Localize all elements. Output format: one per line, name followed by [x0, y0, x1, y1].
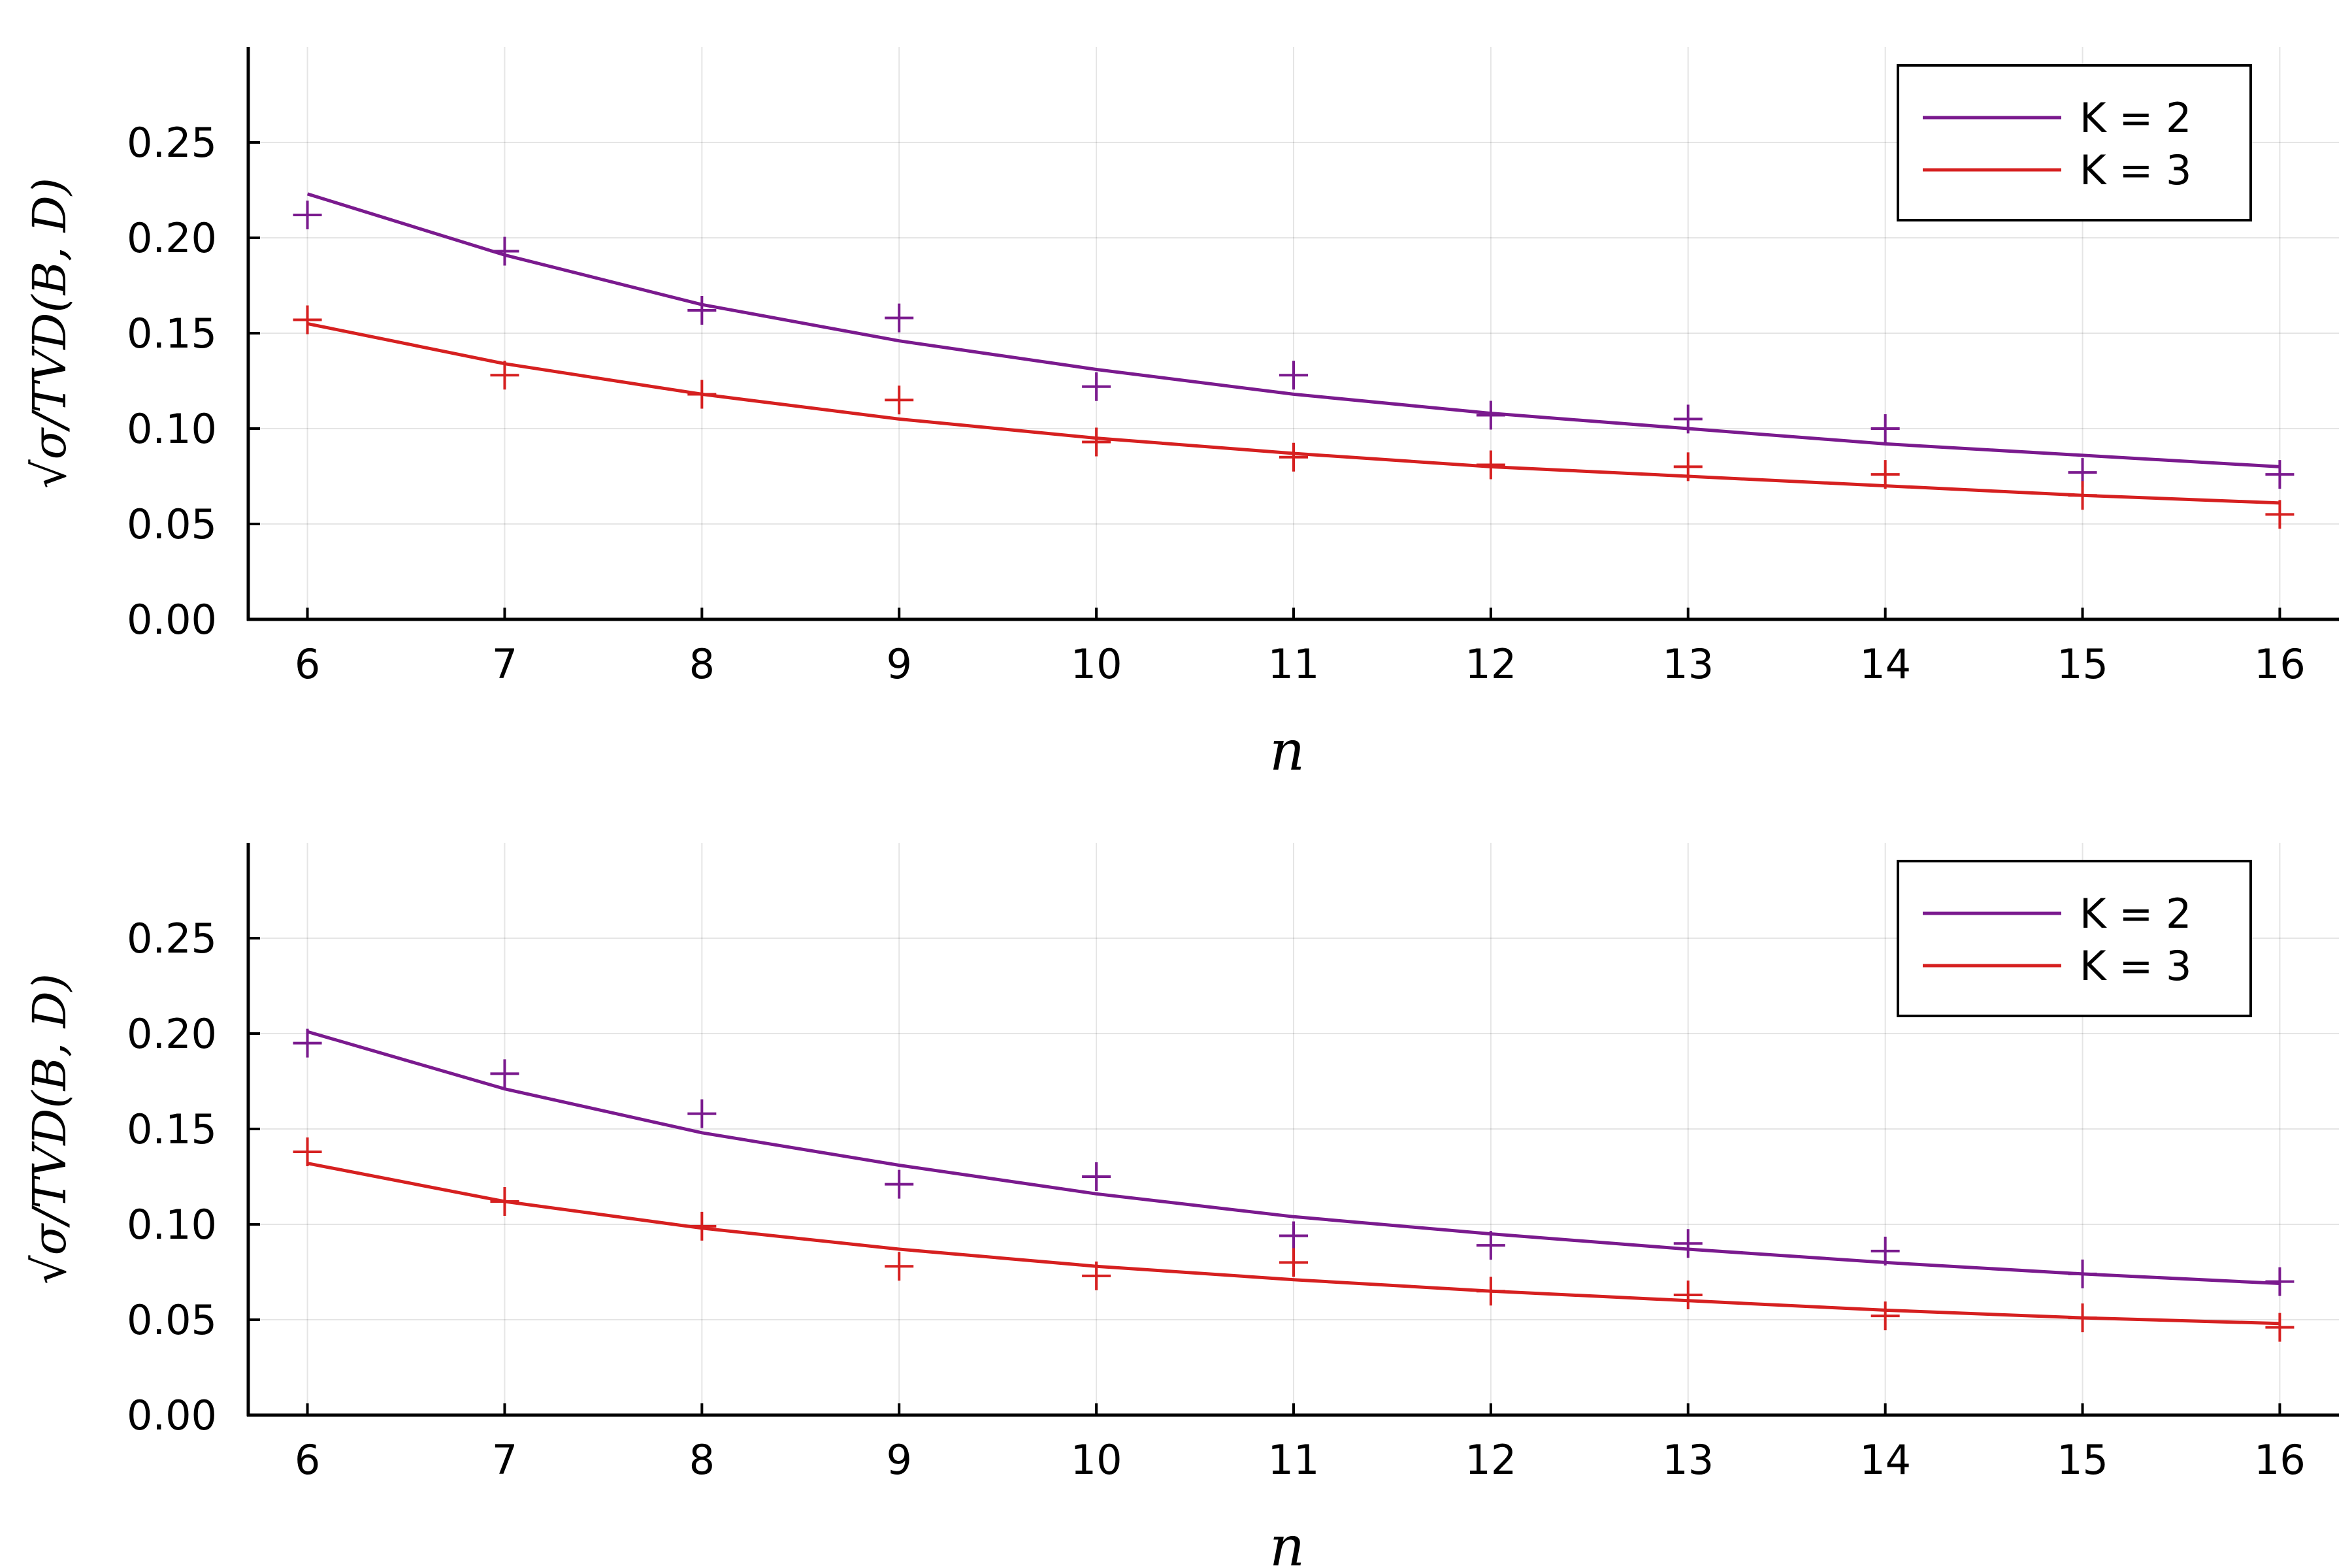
data-point-marker [1279, 442, 1308, 472]
data-point-marker [1476, 400, 1505, 430]
data-point-marker [490, 1186, 519, 1216]
data-point-marker [2265, 500, 2295, 529]
x-tick-label: 7 [492, 640, 517, 688]
chart-panel-2: 6 7 8 9 10 11 12 13 14 15 16 0.00 0.05 0.10 0.15 0.20 0.… [23, 843, 2339, 1568]
x-tick-label: 14 [1859, 1436, 1911, 1484]
y-tick-label: 0.05 [127, 1296, 217, 1344]
data-point-marker [1870, 1236, 1900, 1266]
data-point-marker [885, 385, 914, 415]
x-tick-label: 9 [886, 640, 911, 688]
data-point-marker [1082, 1261, 1111, 1290]
y-tick-label: 0.20 [127, 214, 217, 262]
data-point-marker [687, 1099, 717, 1128]
data-point-marker [1673, 404, 1703, 434]
data-point-marker [2068, 1259, 2097, 1288]
data-point-marker [1476, 1277, 1505, 1306]
x-tick-label: 15 [2057, 1436, 2108, 1484]
y-axis-label: √σ/TVD(B, D) [23, 973, 76, 1284]
fit-line-1 [306, 1030, 2280, 1285]
x-tick-label: 14 [1859, 640, 1911, 688]
y-tick-label: 0.25 [127, 119, 217, 167]
legend-label-1: K = 2 [2080, 890, 2191, 938]
data-point-marker [687, 295, 717, 325]
data-point-marker [885, 1252, 914, 1281]
data-point-marker [1082, 372, 1111, 401]
legend-box [1897, 64, 2252, 221]
y-tick-label: 0.00 [127, 1392, 217, 1439]
x-tick-label: 16 [2254, 640, 2306, 688]
data-point-marker [1673, 452, 1703, 482]
data-point-marker [1279, 1221, 1308, 1250]
x-tick-label: 13 [1662, 1436, 1714, 1484]
chart-panel-1: 6 7 8 9 10 11 12 13 14 15 16 0.00 0.05 0.10 0.15 0.20 0.… [23, 47, 2339, 783]
data-point-marker [1476, 1231, 1505, 1260]
legend-label-1: K = 2 [2080, 94, 2191, 142]
data-point-marker [885, 1169, 914, 1199]
data-point-marker [1476, 450, 1505, 480]
x-tick-label: 6 [295, 640, 320, 688]
data-point-marker [1082, 427, 1111, 457]
data-point-marker [1279, 361, 1308, 390]
y-tick-label: 0.05 [127, 500, 217, 548]
data-point-marker [2265, 1313, 2295, 1342]
x-tick-label: 16 [2254, 1436, 2306, 1484]
x-tick-label: 10 [1071, 640, 1122, 688]
data-point-marker [2068, 1303, 2097, 1333]
data-point-marker [687, 1211, 717, 1241]
x-tick-label: 11 [1268, 1436, 1320, 1484]
y-tick-label: 0.20 [127, 1010, 217, 1058]
data-point-marker [293, 1028, 322, 1058]
y-tick-label: 0.10 [127, 1201, 217, 1249]
x-axis-label: n [1269, 1514, 1305, 1568]
x-tick-label: 13 [1662, 640, 1714, 688]
data-point-marker [1870, 460, 1900, 489]
y-tick-label: 0.10 [127, 405, 217, 453]
data-point-marker [1082, 1162, 1111, 1191]
legend-label-2: K = 3 [2080, 146, 2191, 194]
data-point-marker [490, 1059, 519, 1088]
legend-label-2: K = 3 [2080, 942, 2191, 990]
y-tick-label: 0.15 [127, 310, 217, 357]
data-point-marker [1673, 1281, 1703, 1310]
x-tick-label: 11 [1268, 640, 1320, 688]
fit-line-1 [306, 192, 2280, 468]
data-point-marker [1673, 1229, 1703, 1258]
y-tick-label: 0.00 [127, 596, 217, 644]
data-point-marker [490, 237, 519, 266]
data-point-marker [885, 303, 914, 333]
data-point-marker [687, 380, 717, 409]
y-axis-label: √σ/TVD(B, D) [23, 178, 76, 489]
legend-box [1897, 860, 2252, 1017]
x-tick-label: 10 [1071, 1436, 1122, 1484]
data-point-marker [293, 305, 322, 335]
data-point-marker [2265, 1267, 2295, 1296]
data-point-marker [2068, 481, 2097, 510]
data-point-marker [1870, 1301, 1900, 1331]
data-point-marker [1870, 414, 1900, 443]
data-point-marker [293, 200, 322, 229]
y-tick-label: 0.15 [127, 1105, 217, 1153]
x-tick-label: 6 [295, 1436, 320, 1484]
fit-line-2 [307, 1162, 2280, 1326]
x-tick-label: 8 [689, 1436, 715, 1484]
y-tick-label: 0.25 [127, 915, 217, 962]
x-tick-label: 8 [689, 640, 715, 688]
data-point-marker [2265, 460, 2295, 489]
x-tick-label: 7 [492, 1436, 517, 1484]
x-axis-label: n [1269, 719, 1305, 783]
x-tick-label: 9 [886, 1436, 911, 1484]
x-tick-label: 12 [1465, 640, 1516, 688]
x-tick-label: 12 [1465, 1436, 1516, 1484]
data-point-marker [1279, 1248, 1308, 1277]
x-tick-label: 15 [2057, 640, 2108, 688]
data-point-marker [293, 1137, 322, 1167]
data-point-marker [490, 361, 519, 390]
